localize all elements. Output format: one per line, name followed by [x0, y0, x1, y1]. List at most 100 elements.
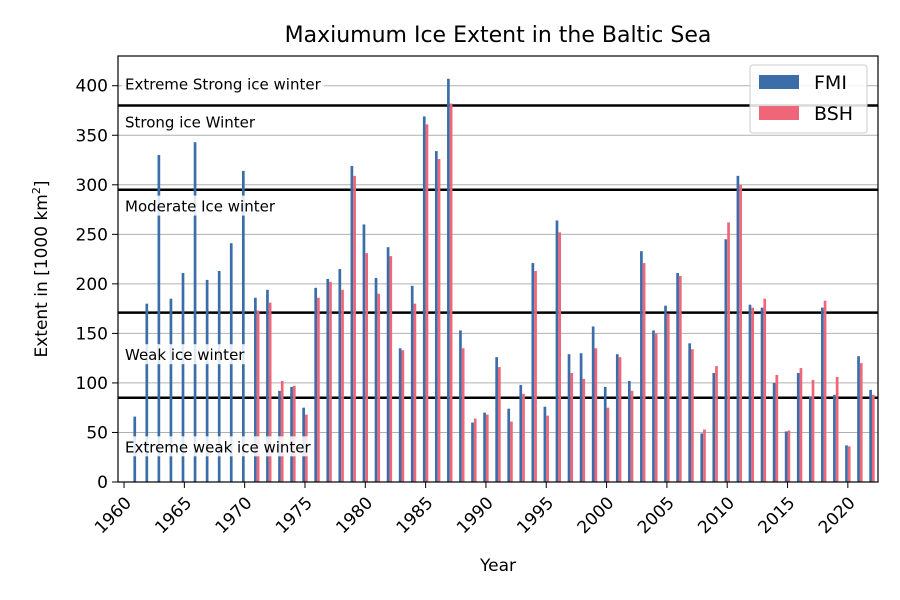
bar-fmi-2019	[833, 394, 836, 482]
zone-label-group: Weak ice winter	[122, 344, 248, 365]
bar-fmi-2002	[628, 380, 631, 482]
bar-fmi-1991	[495, 357, 498, 482]
legend-label-fmi: FMI	[814, 72, 847, 94]
zone-label-background	[122, 73, 324, 94]
bar-fmi-1982	[386, 247, 390, 482]
bar-bsh-2012	[751, 307, 755, 482]
bar-fmi-1986	[434, 151, 438, 483]
bar-fmi-2017	[808, 396, 812, 482]
x-tick-label: 2010	[694, 493, 739, 538]
bar-bsh-1974	[292, 385, 296, 482]
bar-bsh-2007	[691, 349, 694, 482]
bar-fmi-1998	[579, 353, 583, 482]
bar-bsh-1979	[353, 175, 356, 482]
bar-bsh-1999	[594, 348, 598, 482]
bar-fmi-1984	[410, 285, 414, 482]
bar-fmi-1965	[181, 272, 185, 482]
legend-swatch-bsh	[759, 106, 799, 120]
bar-bsh-2003	[642, 263, 646, 482]
bar-bsh-1984	[413, 303, 417, 482]
y-tick-label: 350	[76, 126, 108, 146]
bar-bsh-1997	[570, 373, 574, 482]
zone-label: Strong ice Winter	[125, 113, 256, 131]
x-tick-label: 1975	[272, 493, 317, 538]
bar-fmi-1972	[266, 289, 269, 482]
bar-bsh-1977	[329, 281, 332, 482]
zone-label-background	[122, 195, 278, 216]
bar-fmi-2011	[736, 175, 740, 482]
bar-fmi-2007	[688, 343, 692, 482]
bar-bsh-2006	[678, 275, 682, 482]
bar-fmi-1987	[447, 78, 450, 482]
bar-bsh-2002	[630, 390, 634, 482]
chart-title: Maxiumum Ice Extent in the Baltic Sea	[285, 23, 712, 48]
zone-label-group: Strong ice Winter	[122, 111, 259, 132]
bar-fmi-2006	[676, 272, 679, 482]
bar-fmi-2004	[652, 330, 655, 482]
bar-bsh-1998	[582, 378, 586, 482]
bar-bsh-1989	[473, 418, 477, 482]
y-tick-label: 100	[76, 374, 108, 394]
bar-bsh-1973	[280, 380, 284, 482]
bar-bsh-1993	[522, 393, 525, 482]
y-tick-label: 0	[97, 473, 108, 493]
bar-fmi-2003	[640, 251, 643, 482]
bar-fmi-2022	[869, 389, 872, 482]
x-tick-label: 2020	[815, 493, 860, 538]
bar-fmi-1993	[519, 384, 523, 482]
x-tick-label: 1965	[151, 493, 196, 538]
bar-fmi-2020	[845, 445, 848, 482]
bar-bsh-1990	[485, 414, 489, 482]
bar-bsh-2017	[811, 379, 815, 482]
bar-bsh-1985	[425, 124, 429, 483]
y-tick-label: 250	[76, 225, 108, 245]
bar-fmi-2018	[821, 307, 824, 482]
zone-label-background	[122, 111, 259, 132]
bar-bsh-1986	[437, 159, 441, 482]
bar-bsh-1988	[461, 348, 465, 482]
bar-bsh-1982	[389, 256, 393, 482]
bar-bsh-1983	[401, 350, 405, 482]
bar-bsh-2013	[763, 298, 767, 482]
bar-fmi-1979	[350, 165, 354, 482]
bar-fmi-1980	[362, 224, 366, 483]
x-tick-label: 1970	[212, 493, 257, 538]
bar-fmi-1985	[422, 116, 426, 483]
legend-swatch-fmi	[759, 75, 799, 89]
zone-label: Moderate Ice winter	[125, 198, 276, 216]
bar-bsh-2000	[606, 407, 610, 482]
zone-label-background	[122, 436, 314, 457]
bar-fmi-1971	[254, 297, 257, 482]
bar-bsh-1976	[317, 297, 320, 482]
x-tick-label: 1995	[513, 493, 558, 538]
bar-bsh-1992	[510, 421, 513, 482]
bar-bsh-2018	[823, 300, 827, 482]
bar-bsh-2008	[703, 429, 706, 482]
bar-fmi-2021	[857, 356, 860, 482]
zone-labels: Extreme Strong ice winter Strong ice Wint…	[122, 73, 324, 457]
legend-label-bsh: BSH	[814, 103, 853, 125]
bar-bsh-1980	[365, 253, 368, 482]
zone-label: Extreme weak ice winter	[125, 438, 312, 456]
bar-fmi-1989	[471, 422, 474, 482]
bar-bsh-2022	[871, 394, 875, 482]
bar-fmi-1977	[326, 278, 330, 482]
bar-bsh-1994	[534, 270, 537, 482]
zone-label: Weak ice winter	[125, 346, 245, 364]
bar-bsh-2016	[799, 368, 803, 482]
bar-bsh-1996	[558, 232, 562, 482]
bar-fmi-1988	[459, 330, 462, 482]
bar-fmi-2008	[700, 433, 704, 482]
bar-fmi-2014	[772, 382, 776, 482]
bar-fmi-1968	[217, 270, 221, 482]
bar-fmi-1992	[507, 408, 511, 482]
zone-label-group: Extreme weak ice winter	[122, 436, 314, 457]
bar-fmi-1981	[374, 277, 378, 482]
bar-fmi-1963	[157, 155, 161, 482]
zone-label-group: Extreme Strong ice winter	[122, 73, 324, 94]
bar-bsh-1981	[377, 293, 381, 482]
y-tick-label: 50	[86, 423, 108, 443]
bar-bsh-2005	[666, 313, 670, 482]
x-axis-label: Year	[479, 556, 516, 576]
